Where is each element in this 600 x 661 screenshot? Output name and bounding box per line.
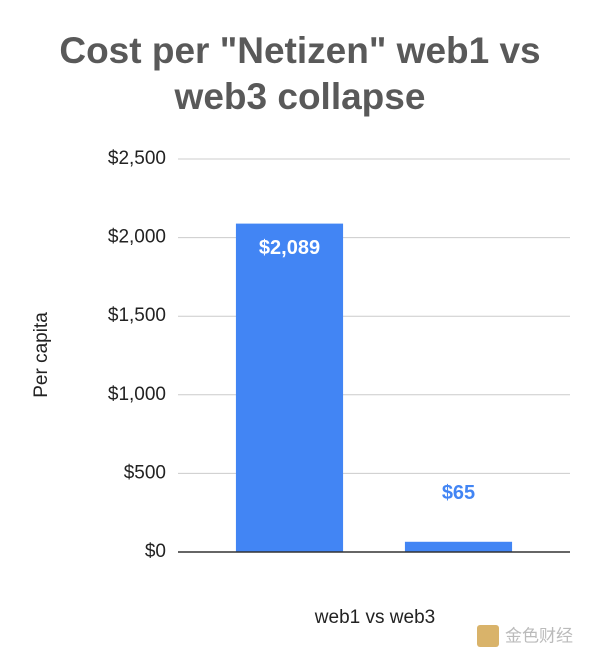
y-tick-label: $0 xyxy=(145,541,166,562)
y-tick-label: $1,000 xyxy=(108,384,166,405)
y-axis-label: Per capita xyxy=(31,312,52,398)
data-label: $65 xyxy=(442,482,475,504)
y-tick-label: $2,500 xyxy=(108,148,166,169)
data-label: $2,089 xyxy=(259,237,320,259)
bar xyxy=(404,541,513,552)
y-tick-label: $1,500 xyxy=(108,305,166,326)
chart-title: Cost per "Netizen" web1 vs web3 collapse xyxy=(59,30,541,117)
bar xyxy=(235,223,344,553)
watermark-icon xyxy=(477,625,499,647)
y-tick-label: $500 xyxy=(124,462,166,483)
x-axis-label: web1 vs web3 xyxy=(314,607,435,628)
watermark: 金色财经 xyxy=(505,626,573,645)
y-tick-label: $2,000 xyxy=(108,227,166,248)
